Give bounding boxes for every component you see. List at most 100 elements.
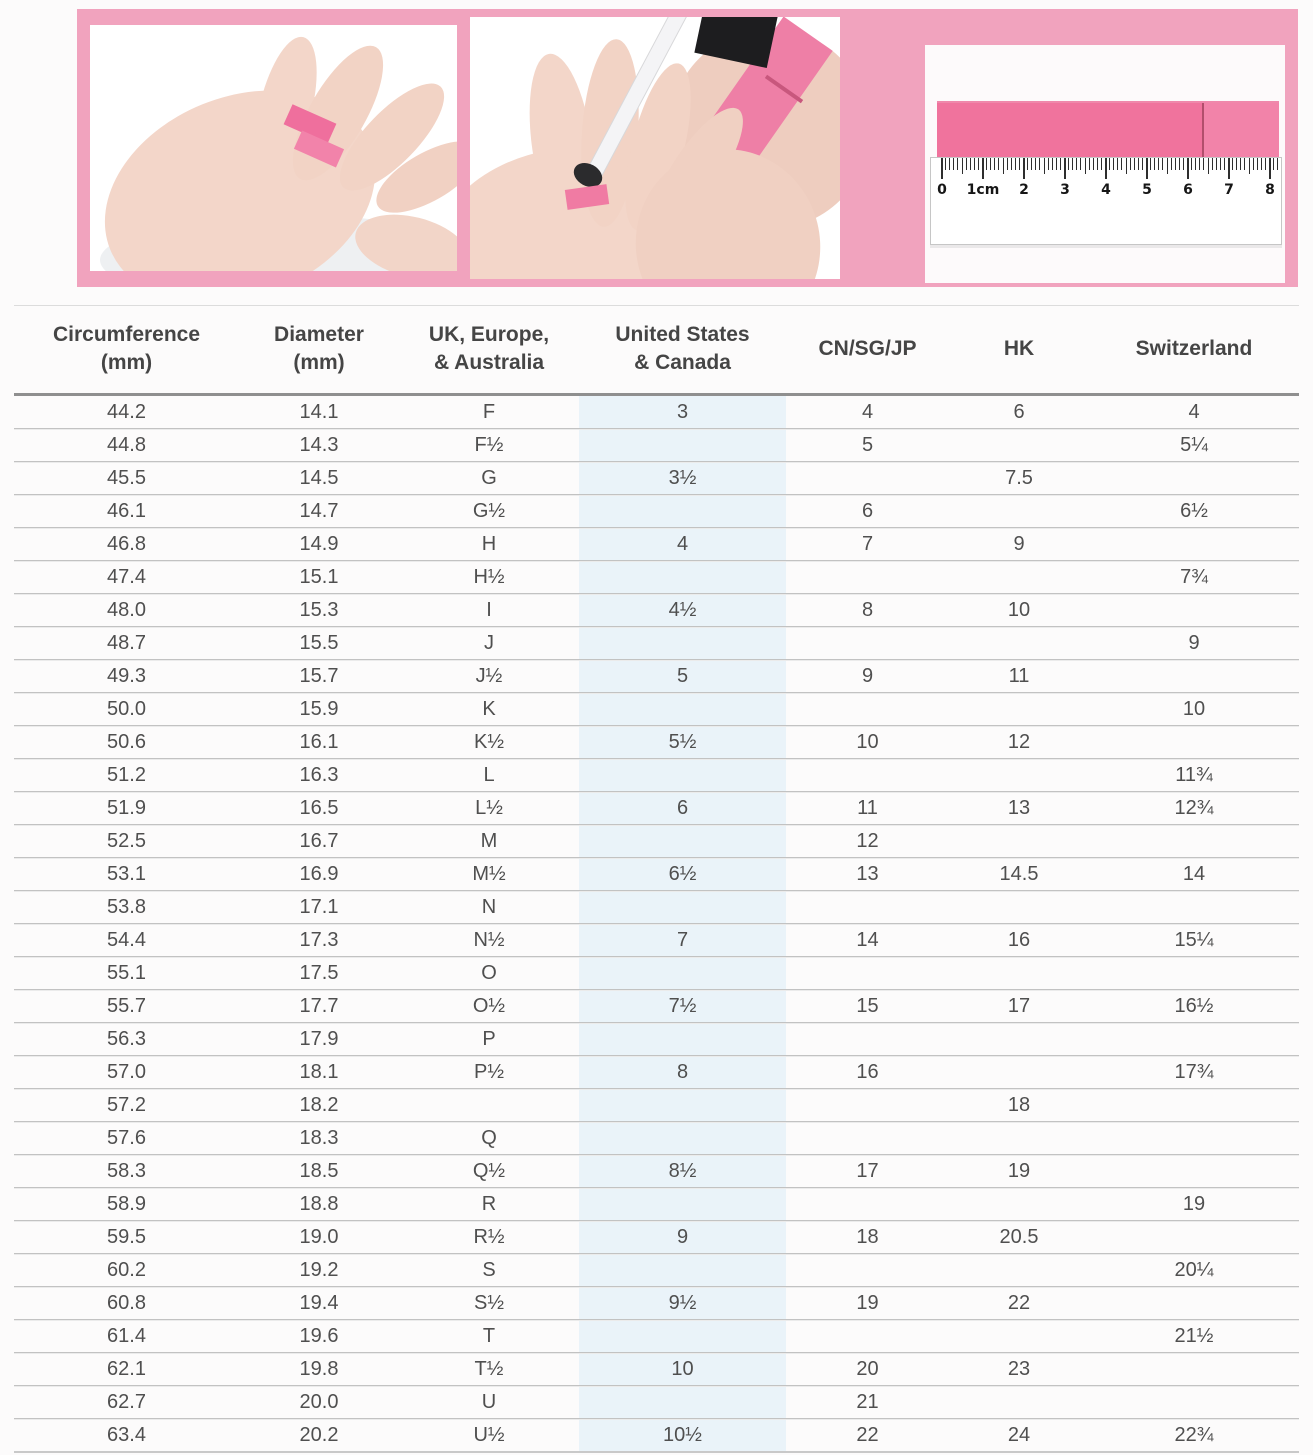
size-cell: 11	[786, 791, 949, 825]
ruler-number: 0	[937, 182, 947, 198]
size-cell: 50.6	[14, 725, 239, 759]
ruler-number: 1cm	[966, 182, 1000, 198]
ruler-tick	[1006, 158, 1008, 170]
ruler-tick	[1215, 158, 1217, 170]
table-header-row: Circumference (mm) Diameter (mm) UK, Eur…	[14, 305, 1299, 397]
ruler-tick	[1269, 158, 1271, 179]
ruler-tick	[1010, 158, 1012, 170]
size-cell: 48.7	[14, 626, 239, 660]
size-cell: 19.8	[239, 1352, 399, 1386]
size-cell: 16	[786, 1055, 949, 1089]
size-cell	[949, 1385, 1089, 1419]
size-cell: 62.1	[14, 1352, 239, 1386]
size-cell: 19	[786, 1286, 949, 1320]
size-cell	[786, 1187, 949, 1221]
size-cell: T½	[399, 1352, 579, 1386]
ruler-tick	[1092, 158, 1094, 170]
size-cell: 20.0	[239, 1385, 399, 1419]
size-cell: 17¾	[1089, 1055, 1299, 1089]
ruler-tick	[1150, 158, 1152, 170]
ruler-tick	[1211, 158, 1213, 170]
size-cell: 57.2	[14, 1088, 239, 1122]
size-cell: 20	[786, 1352, 949, 1386]
ruler-tick	[1223, 158, 1225, 170]
size-cell: 52.5	[14, 824, 239, 858]
ruler-tick	[1047, 158, 1049, 170]
table-row: 50.6 16.1 K½ 5½ 10 12	[14, 725, 1299, 759]
ruler-tick	[1228, 158, 1230, 179]
size-cell	[786, 758, 949, 792]
ruler-number: 7	[1224, 182, 1234, 198]
size-cell: G	[399, 461, 579, 495]
size-cell: 19	[949, 1154, 1089, 1188]
hands-shape	[470, 39, 821, 279]
size-cell: 12	[786, 824, 949, 858]
size-cell: 19.2	[239, 1253, 399, 1287]
size-cell	[786, 1121, 949, 1155]
size-cell: K	[399, 692, 579, 726]
ruler-tick	[1256, 158, 1258, 170]
size-cell	[949, 956, 1089, 990]
size-cell: 22	[786, 1418, 949, 1454]
size-cell	[579, 1187, 786, 1221]
size-cell: Q½	[399, 1154, 579, 1188]
size-cell	[1089, 659, 1299, 693]
size-cell	[1089, 1154, 1299, 1188]
ruler-tick	[1273, 158, 1275, 170]
size-cell	[786, 1022, 949, 1056]
table-row: 47.4 15.1 H½ 7¾	[14, 560, 1299, 594]
size-cell: S	[399, 1253, 579, 1287]
size-cell: M	[399, 824, 579, 858]
size-cell	[949, 1319, 1089, 1353]
size-cell	[949, 1022, 1089, 1056]
ruler-tick	[986, 158, 988, 170]
size-cell	[579, 1385, 786, 1419]
size-cell: 17.7	[239, 989, 399, 1023]
size-cell: 19.6	[239, 1319, 399, 1353]
size-cell: 12¾	[1089, 791, 1299, 825]
size-cell: 17	[786, 1154, 949, 1188]
ruler-tick	[1043, 158, 1045, 174]
table-row: 61.4 19.6 T 21½	[14, 1319, 1299, 1353]
table-row: 57.0 18.1 P½ 8 16 17¾	[14, 1055, 1299, 1089]
size-cell: 7¾	[1089, 560, 1299, 594]
pen-cap	[694, 17, 780, 69]
size-cell: 44.8	[14, 428, 239, 462]
size-cell: 14.9	[239, 527, 399, 561]
size-cell: 11¾	[1089, 758, 1299, 792]
ruler-tick	[957, 158, 959, 170]
ruler-tick	[1182, 158, 1184, 170]
table-row: 59.5 19.0 R½ 9 18 20.5	[14, 1220, 1299, 1254]
size-cell: 3½	[579, 461, 786, 495]
ruler-number: 2	[1019, 182, 1029, 198]
size-cell	[1089, 1385, 1299, 1419]
size-cell: 6	[786, 494, 949, 528]
size-cell: 24	[949, 1418, 1089, 1454]
size-cell: 45.5	[14, 461, 239, 495]
size-cell	[579, 428, 786, 462]
photo-step-wrap-finger	[90, 25, 457, 271]
size-cell	[949, 1253, 1089, 1287]
mark-strip-illustration	[470, 17, 840, 279]
ruler-tick	[1035, 158, 1037, 170]
table-row: 50.0 15.9 K 10	[14, 692, 1299, 726]
size-cell: 15.3	[239, 593, 399, 627]
size-cell: 58.9	[14, 1187, 239, 1221]
size-cell: 17.9	[239, 1022, 399, 1056]
col-header-uk-europe-australia: UK, Europe, & Australia	[399, 305, 579, 397]
size-cell: 60.8	[14, 1286, 239, 1320]
ruler-tick	[1154, 158, 1156, 170]
size-cell: 21½	[1089, 1319, 1299, 1353]
size-cell: 18.1	[239, 1055, 399, 1089]
size-cell: 5	[786, 428, 949, 462]
size-cell: 19.0	[239, 1220, 399, 1254]
col-header-switzerland: Switzerland	[1089, 305, 1299, 397]
ruler-tick	[1133, 158, 1135, 170]
ruler-tick	[1076, 158, 1078, 170]
size-cell	[1089, 593, 1299, 627]
ruler-tick	[1236, 158, 1238, 170]
size-cell: 7	[579, 923, 786, 957]
ruler-tick	[1141, 158, 1143, 170]
size-cell: 55.7	[14, 989, 239, 1023]
table-row: 53.8 17.1 N	[14, 890, 1299, 924]
